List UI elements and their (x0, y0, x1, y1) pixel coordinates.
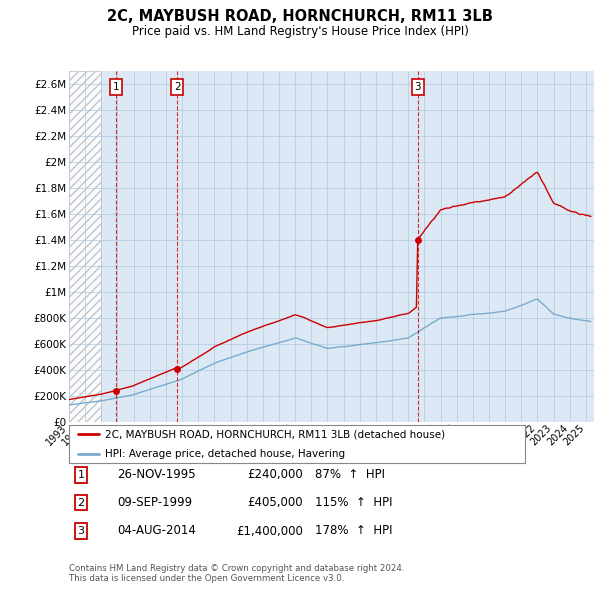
Text: 1: 1 (77, 470, 85, 480)
Text: HPI: Average price, detached house, Havering: HPI: Average price, detached house, Have… (106, 448, 346, 458)
Text: 26-NOV-1995: 26-NOV-1995 (117, 468, 196, 481)
Text: Price paid vs. HM Land Registry's House Price Index (HPI): Price paid vs. HM Land Registry's House … (131, 25, 469, 38)
Text: 04-AUG-2014: 04-AUG-2014 (117, 525, 196, 537)
Text: 2: 2 (77, 498, 85, 507)
Text: 2C, MAYBUSH ROAD, HORNCHURCH, RM11 3LB: 2C, MAYBUSH ROAD, HORNCHURCH, RM11 3LB (107, 9, 493, 24)
Text: 115%  ↑  HPI: 115% ↑ HPI (315, 496, 392, 509)
Text: 3: 3 (77, 526, 85, 536)
Text: 09-SEP-1999: 09-SEP-1999 (117, 496, 192, 509)
Text: £1,400,000: £1,400,000 (236, 525, 303, 537)
Text: Contains HM Land Registry data © Crown copyright and database right 2024.
This d: Contains HM Land Registry data © Crown c… (69, 563, 404, 583)
Text: £405,000: £405,000 (247, 496, 303, 509)
Text: 1: 1 (113, 81, 119, 91)
Text: 87%  ↑  HPI: 87% ↑ HPI (315, 468, 385, 481)
Text: 2C, MAYBUSH ROAD, HORNCHURCH, RM11 3LB (detached house): 2C, MAYBUSH ROAD, HORNCHURCH, RM11 3LB (… (106, 430, 446, 440)
Text: 3: 3 (415, 81, 421, 91)
Text: £240,000: £240,000 (247, 468, 303, 481)
Text: 2: 2 (174, 81, 181, 91)
Bar (69, 71, 101, 422)
Text: 178%  ↑  HPI: 178% ↑ HPI (315, 525, 392, 537)
